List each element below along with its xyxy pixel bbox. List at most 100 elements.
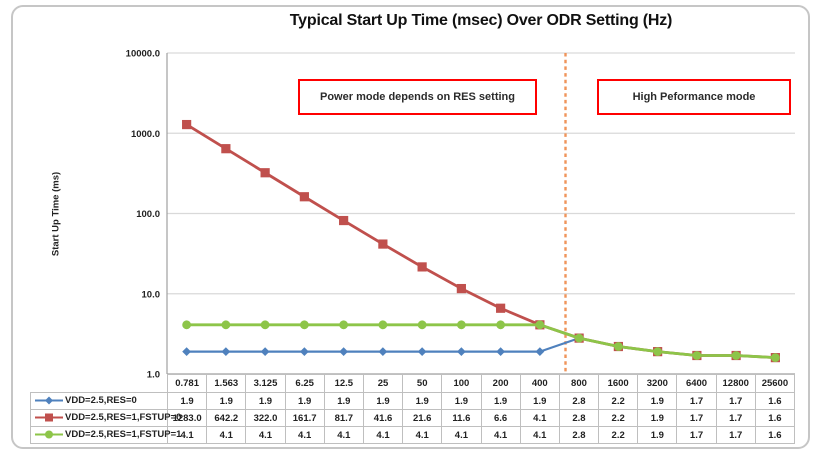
value-cell: 1.9 [441, 392, 482, 410]
odr-header-cell: 400 [519, 374, 560, 393]
value-cell: 4.1 [519, 409, 560, 427]
odr-header-cell: 3200 [637, 374, 678, 393]
y-tick-label: 1.0 [147, 370, 160, 381]
marker-diamond [417, 347, 427, 357]
marker-square [221, 144, 231, 154]
marker-square [260, 168, 270, 178]
y-tick-label: 1000.0 [131, 129, 160, 140]
value-cell: 4.1 [441, 426, 482, 444]
value-cell: 1.7 [676, 409, 717, 427]
value-cell: 2.2 [598, 426, 639, 444]
value-cell: 4.1 [206, 426, 247, 444]
marker-diamond [299, 347, 309, 357]
marker-square [496, 303, 506, 313]
legend-cell: VDD=2.5,RES=0 [30, 392, 168, 410]
odr-header-cell: 12.5 [323, 374, 364, 393]
value-cell: 4.1 [245, 426, 286, 444]
annotation-high-performance-label: High Peformance mode [632, 91, 756, 103]
marker-circle [299, 320, 309, 330]
marker-circle [378, 320, 388, 330]
value-cell: 1.9 [637, 392, 678, 410]
odr-header-cell: 25600 [754, 374, 796, 393]
odr-header-cell: 800 [558, 374, 600, 393]
value-cell: 81.7 [323, 409, 364, 427]
odr-header-cell: 12800 [715, 374, 756, 393]
value-cell: 1283.0 [166, 409, 208, 427]
marker-circle [182, 320, 192, 330]
value-cell: 4.1 [362, 426, 404, 444]
value-cell: 4.1 [323, 426, 364, 444]
marker-circle [339, 320, 349, 330]
value-cell: 1.9 [637, 409, 678, 427]
marker-circle [260, 320, 270, 330]
annotation-power-mode: Power mode depends on RES setting [298, 79, 537, 115]
marker-square [339, 215, 349, 226]
marker-circle [221, 320, 231, 330]
value-cell: 2.2 [598, 392, 639, 410]
marker-circle [535, 320, 545, 330]
series-vdd-2-5-res-0 [182, 333, 780, 363]
value-cell: 1.9 [519, 392, 560, 410]
odr-header-cell: 50 [402, 374, 443, 393]
marker-square [417, 262, 427, 272]
value-cell: 4.1 [519, 426, 560, 444]
odr-header-cell: 1600 [598, 374, 639, 393]
y-tick-label: 100.0 [136, 209, 160, 220]
value-cell: 41.6 [362, 409, 404, 427]
marker-diamond [496, 347, 506, 357]
marker-square [299, 192, 309, 202]
value-cell: 1.9 [206, 392, 247, 410]
marker-diamond [535, 347, 545, 357]
value-cell: 1.9 [362, 392, 404, 410]
value-cell: 1.7 [676, 426, 717, 444]
data-table: 0.781 1.563 3.125 6.25 12.5 25 50 100 200 400 800 1… [30, 374, 796, 444]
odr-header-cell: 25 [362, 374, 404, 393]
marker-diamond [260, 347, 270, 357]
odr-header-cell: 200 [480, 374, 521, 393]
value-cell: 2.2 [598, 409, 639, 427]
legend-cell: VDD=2.5,RES=1,FSTUP=0 [30, 409, 181, 427]
marker-diamond [221, 347, 231, 357]
legend-label: VDD=2.5,RES=1,FSTUP=0 [65, 412, 182, 424]
value-cell: 1.7 [715, 392, 756, 410]
value-cell: 1.9 [284, 392, 325, 410]
odr-header-cell: 3.125 [245, 374, 286, 393]
marker-square [456, 283, 466, 294]
value-cell: 4.1 [284, 426, 325, 444]
value-cell: 1.7 [715, 409, 756, 427]
value-cell: 1.9 [245, 392, 286, 410]
odr-header-cell: 100 [441, 374, 482, 393]
value-cell: 21.6 [402, 409, 443, 427]
marker-square [378, 239, 388, 249]
value-cell: 642.2 [206, 409, 247, 427]
odr-header-cell: 0.781 [166, 374, 208, 393]
value-cell: 1.9 [402, 392, 443, 410]
marker-circle [417, 320, 427, 330]
value-cell: 1.9 [480, 392, 521, 410]
value-cell: 2.8 [558, 426, 600, 444]
value-cell: 2.8 [558, 392, 600, 410]
value-cell: 1.7 [676, 392, 717, 410]
marker-circle [692, 351, 702, 360]
value-cell: 11.6 [441, 409, 482, 427]
marker-diamond [182, 347, 192, 357]
marker-diamond [339, 347, 349, 357]
annotation-high-performance: High Peformance mode [597, 79, 791, 115]
marker-square [182, 119, 192, 130]
legend-label: VDD=2.5,RES=1,FSTUP=1 [65, 429, 182, 441]
series-line [186, 323, 776, 360]
value-cell: 1.7 [715, 426, 756, 444]
marker-circle [574, 333, 584, 343]
annotation-power-mode-label: Power mode depends on RES setting [320, 91, 515, 103]
marker-diamond [378, 347, 388, 357]
y-tick-label: 10000.0 [126, 49, 160, 60]
marker-diamond [456, 347, 466, 357]
marker-circle [770, 353, 780, 363]
marker-circle [731, 351, 741, 360]
value-cell: 1.9 [166, 392, 208, 410]
marker-circle [496, 320, 506, 330]
odr-header-cell: 6.25 [284, 374, 325, 393]
value-cell: 2.8 [558, 409, 600, 427]
value-cell: 6.6 [480, 409, 521, 427]
